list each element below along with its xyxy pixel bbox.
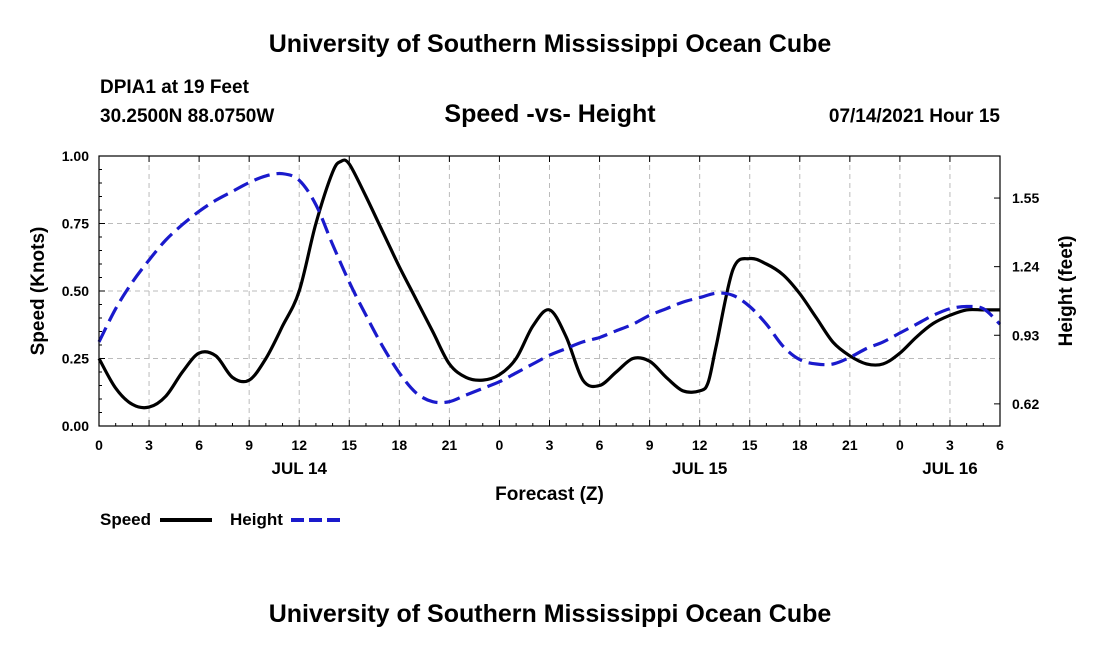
x-tick-label: 0 (496, 437, 504, 453)
x-axis-title: Forecast (Z) (495, 484, 604, 505)
y-tick-label: 1.00 (62, 148, 89, 164)
coordinates-label: 30.2500N 88.0750W (100, 106, 275, 127)
x-tick-label: 9 (245, 437, 253, 453)
x-tick-label: 12 (692, 437, 708, 453)
x-tick-label: 9 (646, 437, 654, 453)
day-label: JUL 16 (922, 459, 977, 478)
x-tick-label: 15 (341, 437, 357, 453)
chart-title: Speed -vs- Height (444, 100, 656, 128)
x-tick-label: 15 (742, 437, 758, 453)
legend: Speed Height (100, 510, 343, 529)
x-tick-label: 12 (291, 437, 307, 453)
series-line-speed (97, 158, 1000, 410)
station-label: DPIA1 at 19 Feet (100, 77, 249, 98)
x-tick-label: 21 (442, 437, 458, 453)
y-axis-title: Speed (Knots) (28, 227, 49, 356)
legend-height-label: Height (230, 510, 283, 529)
y-tick-label: 0.25 (62, 351, 89, 367)
x-tick-label: 6 (596, 437, 604, 453)
series-layer (97, 158, 1002, 410)
legend-speed-label: Speed (100, 510, 151, 529)
y2-tick-label: 1.24 (1012, 259, 1039, 275)
y2-tick-label: 1.55 (1012, 190, 1039, 206)
y2-tick-label: 0.93 (1012, 327, 1039, 343)
grid (99, 156, 1000, 426)
axes: 0 3 6 9 12 15 18 21 0 3 6 9 12 15 18 21 0 3 6 0.00 0.25 0.50 0… (62, 148, 1040, 478)
x-tick-label: 6 (195, 437, 203, 453)
day-label: JUL 14 (271, 459, 327, 478)
x-tick-label: 18 (792, 437, 808, 453)
x-tick-label: 0 (95, 437, 103, 453)
page-title: University of Southern Mississippi Ocean… (268, 30, 832, 58)
x-tick-label: 3 (946, 437, 954, 453)
y-tick-label: 0.50 (62, 283, 89, 299)
y2-tick-label: 0.62 (1012, 396, 1039, 412)
day-label: JUL 15 (672, 459, 727, 478)
y2-axis-title: Height (feet) (1056, 236, 1077, 347)
series-line-height (97, 171, 1002, 405)
x-tick-label: 0 (896, 437, 904, 453)
datetime-label: 07/14/2021 Hour 15 (828, 106, 1000, 127)
x-tick-label: 3 (546, 437, 554, 453)
x-tick-label: 6 (996, 437, 1004, 453)
x-tick-label: 18 (392, 437, 408, 453)
footer-title: University of Southern Mississippi Ocean… (268, 600, 832, 628)
x-tick-label: 3 (145, 437, 153, 453)
y-tick-label: 0.00 (62, 418, 89, 434)
y-tick-label: 0.75 (62, 216, 89, 232)
x-tick-label: 21 (842, 437, 858, 453)
